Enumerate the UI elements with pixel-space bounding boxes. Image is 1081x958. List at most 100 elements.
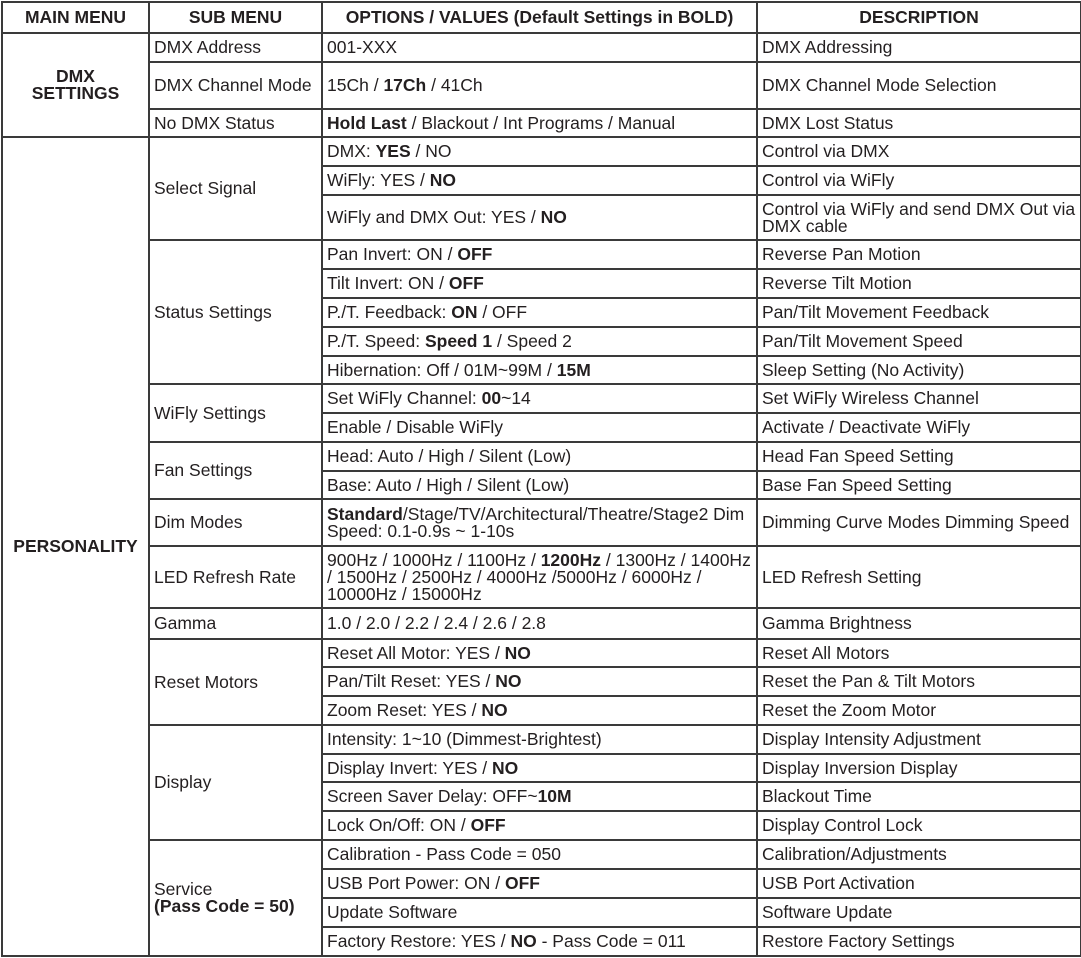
main-menu-cell: PERSONALITY [1, 136, 150, 957]
text-segment: / 41Ch [426, 75, 483, 95]
description-cell: Control via WiFly [756, 165, 1081, 196]
description-cell: Reset All Motors [756, 638, 1081, 668]
description-cell: DMX Channel Mode Selection [756, 61, 1081, 110]
sub-menu-cell: Display [148, 724, 323, 841]
option-cell: Factory Restore: YES / NO - Pass Code = … [321, 926, 758, 957]
table-row: Gamma 1.0 / 2.0 / 2.2 / 2.4 / 2.6 / 2.8 Ga… [2, 607, 1081, 640]
bold-default-text: NO [481, 700, 508, 720]
text-segment: Calibration - Pass Code = 050 [327, 844, 561, 864]
bold-default-text: NO [429, 170, 456, 190]
text-segment: Fan Settings [154, 460, 253, 480]
option-cell: Head: Auto / High / Silent (Low) [321, 441, 758, 472]
description-cell: Reverse Pan Motion [756, 239, 1081, 270]
option-cell: P./T. Speed: Speed 1 / Speed 2 [321, 326, 758, 357]
text-segment: Head: Auto / High / Silent (Low) [327, 446, 572, 466]
text-segment: 15Ch / [327, 75, 384, 95]
description-cell: Blackout Time [756, 781, 1081, 812]
table-row: P./T. Speed: Speed 1 / Speed 2 Pan/Tilt M… [2, 326, 1081, 357]
text-segment: / 1300Hz / 1400Hz / 1500Hz / 2500Hz / 40… [327, 549, 751, 604]
text-segment: Screen Saver Delay: OFF~ [327, 786, 538, 806]
header-sub-menu: SUB MENU [148, 1, 323, 34]
text-segment: Intensity: 1~10 (Dimmest-Brightest) [327, 729, 602, 749]
bold-default-text: OFF [457, 244, 493, 264]
table-row: Display Invert: YES / NO Display Inversio… [2, 753, 1081, 783]
description-cell: LED Refresh Setting [756, 545, 1081, 609]
bold-default-text: YES [375, 141, 411, 161]
text-segment: / OFF [477, 302, 528, 322]
table-row: Hibernation: Off / 01M~99M / 15M Sleep Se… [2, 355, 1081, 385]
sub-menu-cell: Select Signal [148, 136, 323, 241]
table-row: Reset Motors Reset All Motor: YES / NO Res… [2, 638, 1081, 726]
bold-default-text: OFF [448, 273, 484, 293]
option-cell: Intensity: 1~10 (Dimmest-Brightest) [321, 724, 758, 755]
option-cell: Lock On/Off: ON / OFF [321, 810, 758, 841]
table-row: Pan/Tilt Reset: YES / NO Reset the Pan & … [2, 666, 1081, 697]
option-cell: Reset All Motor: YES / NO [321, 638, 758, 668]
table-row: P./T. Feedback: ON / OFF Pan/Tilt Movemen… [2, 297, 1081, 328]
option-cell: Calibration - Pass Code = 050 [321, 839, 758, 870]
sub-menu-cell: Fan Settings [148, 441, 323, 500]
text-segment: DMX Address [154, 37, 261, 57]
text-segment: 1.0 / 2.0 / 2.2 / 2.4 / 2.6 / 2.8 [327, 613, 546, 633]
bold-default-text: (Pass Code = 50) [154, 896, 295, 916]
description-cell: DMX Addressing [756, 32, 1081, 63]
text-segment: /Stage/TV/Architectural/Theatre/Stage2 D… [327, 503, 745, 541]
text-segment: USB Port Power: ON / [327, 873, 505, 893]
sub-menu-cell: DMX Channel Mode [148, 61, 323, 110]
text-segment: - Pass Code = 011 [536, 931, 686, 951]
bold-default-text: NO [510, 931, 537, 951]
sub-menu-cell: Gamma [148, 607, 323, 640]
text-segment: ~14 [501, 388, 531, 408]
table-row: Status Settings Pan Invert: ON / OFF Rever… [2, 239, 1081, 385]
bold-default-text: Speed 1 [424, 331, 493, 351]
text-segment: / NO [410, 141, 452, 161]
sub-menu-cell: LED Refresh Rate [148, 545, 323, 609]
table-row: WiFly and DMX Out: YES / NO Control via W… [2, 194, 1081, 241]
sub-menu-cell: Service (Pass Code = 50) [148, 839, 323, 957]
table-row: Screen Saver Delay: OFF~10M Blackout Time [2, 781, 1081, 812]
text-segment: Pan/Tilt Reset: YES / [327, 671, 496, 691]
option-cell: Display Invert: YES / NO [321, 753, 758, 783]
text-segment: 001-XXX [327, 37, 398, 57]
bold-default-text: OFF [470, 815, 506, 835]
description-cell: Sleep Setting (No Activity) [756, 355, 1081, 385]
text-segment: Dim Modes [154, 512, 243, 532]
description-cell: Calibration/Adjustments [756, 839, 1081, 870]
bold-default-text: ON [451, 302, 478, 322]
main-menu-cell: DMX SETTINGS [1, 32, 150, 138]
table-row: LED Refresh Rate 900Hz / 1000Hz / 1100Hz … [2, 545, 1081, 609]
text-segment: / Speed 2 [492, 331, 572, 351]
table-row: USB Port Power: ON / OFF USB Port Activat… [2, 868, 1081, 899]
table-row: Fan Settings Head: Auto / High / Silent (… [2, 441, 1081, 500]
sub-menu-cell: Reset Motors [148, 638, 323, 726]
text-segment: Reset All Motor: YES / [327, 642, 505, 663]
option-cell: Standard/Stage/TV/Architectural/Theatre/… [321, 498, 758, 547]
text-segment: Reset Motors [154, 671, 259, 692]
option-cell: Pan/Tilt Reset: YES / NO [321, 666, 758, 697]
text-segment: Status Settings [154, 301, 272, 322]
text-segment: Factory Restore: YES / [327, 931, 511, 951]
description-cell: Control via WiFly and send DMX Out via D… [756, 194, 1081, 241]
option-cell: WiFly: YES / NO [321, 165, 758, 196]
description-cell: Restore Factory Settings [756, 926, 1081, 957]
table-row: Tilt Invert: ON / OFF Reverse Tilt Motion [2, 268, 1081, 299]
text-segment: Lock On/Off: ON / [327, 815, 471, 835]
bold-default-text: 10M [537, 786, 572, 806]
description-cell: Display Inversion Display [756, 753, 1081, 783]
text-segment: / Blackout / Int Programs / Manual [406, 112, 676, 133]
table-row: Zoom Reset: YES / NO Reset the Zoom Motor [2, 695, 1081, 726]
bold-default-text: NO [492, 757, 519, 778]
description-cell: Activate / Deactivate WiFly [756, 412, 1081, 443]
description-cell: Pan/Tilt Movement Speed [756, 326, 1081, 357]
bold-default-text: Standard [327, 503, 403, 524]
table-row: WiFly Settings Set WiFly Channel: 00~14 Se… [2, 383, 1081, 443]
option-cell: 900Hz / 1000Hz / 1100Hz / 1200Hz / 1300H… [321, 545, 758, 609]
table-row: No DMX Status Hold Last / Blackout / Int … [2, 108, 1081, 138]
table-row: Base: Auto / High / Silent (Low) Base Fan… [2, 470, 1081, 500]
bold-default-text: OFF [504, 873, 540, 893]
text-segment: Display Invert: YES / [327, 757, 493, 778]
description-cell: Display Intensity Adjustment [756, 724, 1081, 755]
bold-default-text: 15M [556, 359, 591, 380]
text-segment: DMX Channel Mode [154, 75, 312, 95]
text-segment: WiFly: YES / [327, 170, 430, 190]
